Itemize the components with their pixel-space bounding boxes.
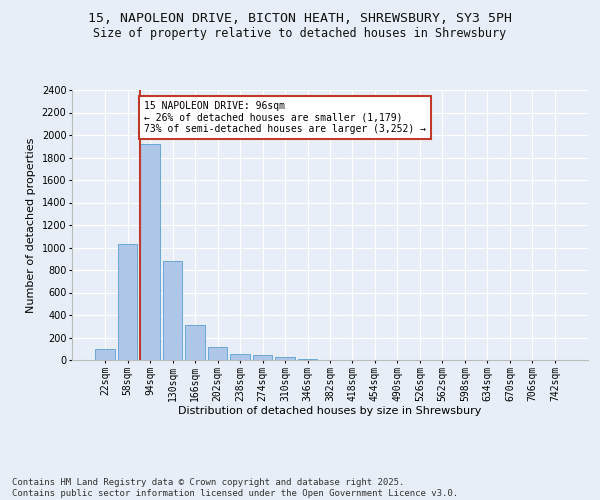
Bar: [230, 354, 250, 360]
Bar: [140, 144, 160, 360]
Bar: [275, 356, 295, 360]
Text: Contains HM Land Registry data © Crown copyright and database right 2025.
Contai: Contains HM Land Registry data © Crown c…: [12, 478, 458, 498]
Y-axis label: Number of detached properties: Number of detached properties: [26, 138, 36, 312]
Text: Size of property relative to detached houses in Shrewsbury: Size of property relative to detached ho…: [94, 28, 506, 40]
X-axis label: Distribution of detached houses by size in Shrewsbury: Distribution of detached houses by size …: [178, 406, 482, 416]
Bar: [163, 261, 182, 360]
Bar: [208, 346, 227, 360]
Bar: [253, 355, 272, 360]
Bar: [185, 325, 205, 360]
Text: 15 NAPOLEON DRIVE: 96sqm
← 26% of detached houses are smaller (1,179)
73% of sem: 15 NAPOLEON DRIVE: 96sqm ← 26% of detach…: [144, 101, 426, 134]
Text: 15, NAPOLEON DRIVE, BICTON HEATH, SHREWSBURY, SY3 5PH: 15, NAPOLEON DRIVE, BICTON HEATH, SHREWS…: [88, 12, 512, 26]
Bar: [298, 358, 317, 360]
Bar: [118, 244, 137, 360]
Bar: [95, 350, 115, 360]
